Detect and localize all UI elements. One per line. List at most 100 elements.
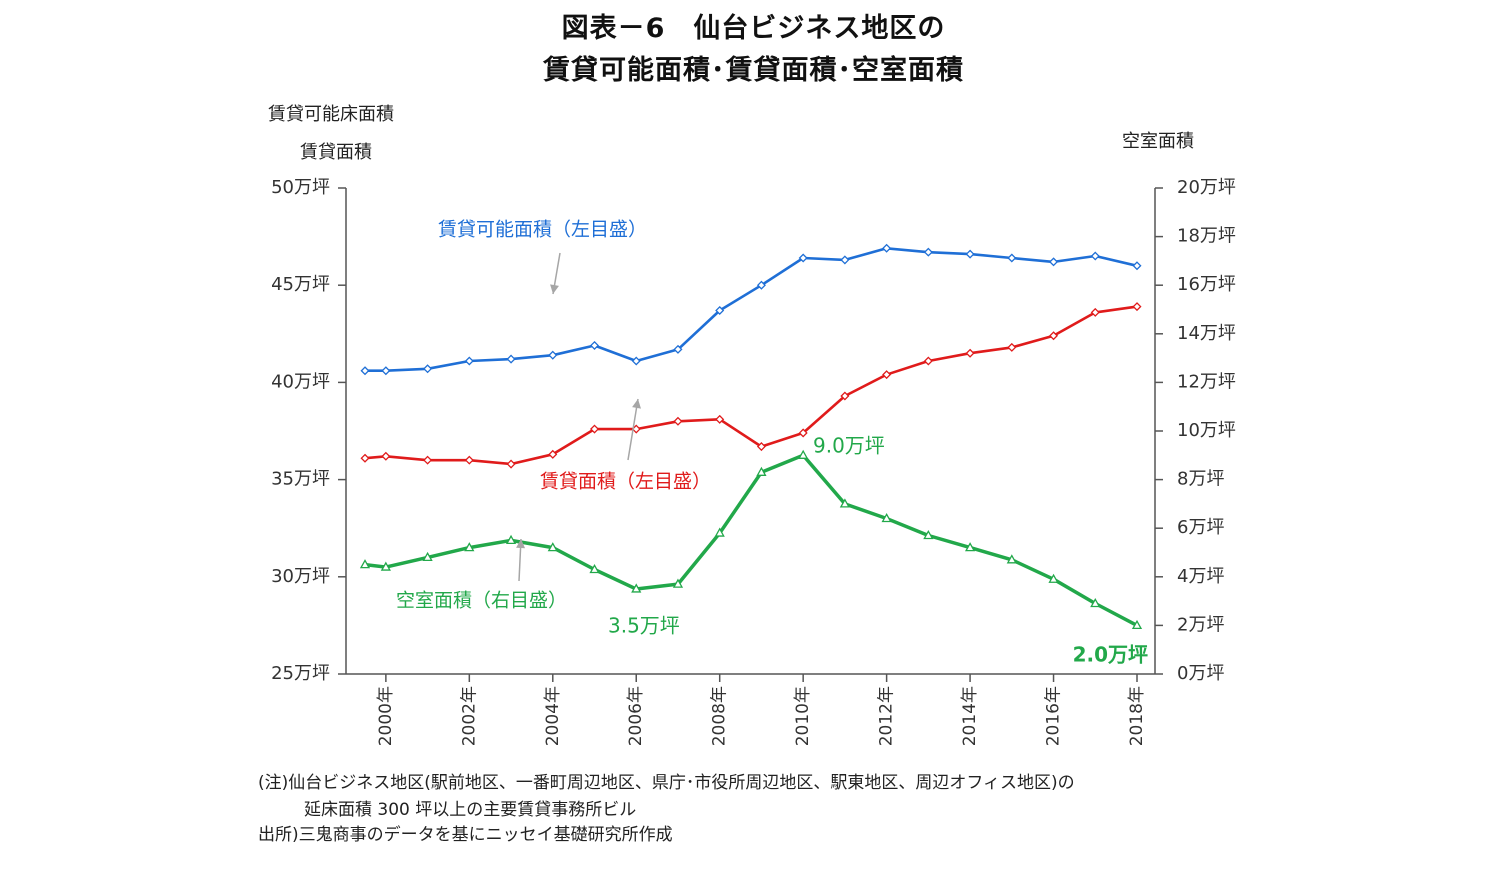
data-point: [631, 583, 642, 593]
arrow-to-vacant-area: [516, 538, 526, 582]
data-point: [1049, 331, 1059, 341]
data-point: [1132, 302, 1142, 312]
right-y-tick-label: 6万坪: [1177, 517, 1224, 538]
x-tick-label: 2008年: [710, 686, 730, 746]
x-tick-label: 2016年: [1044, 686, 1064, 746]
data-point: [839, 498, 850, 508]
data-point: [359, 559, 371, 569]
data-point: [505, 534, 517, 544]
x-tick-label: 2000年: [376, 686, 396, 746]
arrow-head: [632, 399, 641, 409]
data-point: [964, 542, 976, 552]
series-line: [365, 247, 1138, 373]
data-point: [882, 370, 892, 380]
data-point: [715, 414, 725, 424]
annotation-latest: 2.0万坪: [1073, 643, 1148, 667]
left-y-tick-label: 30万坪: [271, 566, 330, 587]
data-point: [923, 247, 933, 257]
data-point: [589, 563, 600, 574]
x-tick-label: 2004年: [543, 686, 563, 746]
data-point: [756, 280, 766, 290]
data-point: [1048, 573, 1059, 583]
data-point: [673, 344, 683, 354]
data-point: [422, 551, 433, 562]
footnote-scope: (注)仙台ビジネス地区(駅前地区、一番町周辺地区、県庁･市役所周辺地区、駅東地区…: [258, 773, 1075, 793]
data-point: [965, 249, 975, 259]
right-y-tick-label: 2万坪: [1177, 614, 1224, 635]
legend-label-vacant-area: 空室面積（右目盛）: [396, 590, 567, 612]
right-axis-title: 空室面積: [1122, 131, 1194, 152]
data-point: [1132, 261, 1142, 271]
x-tick-label: 2006年: [626, 686, 646, 746]
right-y-tick-label: 16万坪: [1177, 274, 1236, 295]
data-point: [464, 356, 474, 366]
left-y-tick-label: 25万坪: [271, 663, 330, 684]
data-point: [840, 391, 850, 401]
x-tick-label: 2002年: [459, 686, 479, 746]
data-point: [840, 255, 850, 265]
left-y-tick-label: 50万坪: [271, 177, 330, 198]
right-y-tick-label: 8万坪: [1177, 469, 1224, 490]
data-point: [798, 428, 808, 438]
data-point: [506, 459, 516, 469]
right-y-tick-label: 20万坪: [1177, 177, 1236, 198]
data-point: [1090, 251, 1100, 261]
data-point: [881, 512, 892, 523]
left-axis-title-line2: 賃貸面積: [300, 142, 372, 163]
data-point: [548, 350, 558, 360]
data-point: [423, 455, 433, 465]
data-point: [360, 453, 370, 463]
data-point: [464, 542, 475, 552]
data-point: [923, 529, 934, 540]
data-point: [756, 442, 766, 452]
x-tick-label: 2018年: [1127, 686, 1147, 746]
data-point: [548, 449, 558, 459]
data-point: [360, 366, 370, 376]
data-point: [380, 561, 391, 571]
data-point: [589, 424, 600, 434]
data-point: [923, 356, 933, 366]
data-point: [1049, 257, 1059, 267]
chart-title-line1: 図表－6 仙台ビジネス地区の: [561, 13, 946, 44]
data-point: [673, 416, 683, 426]
data-point: [882, 243, 892, 253]
data-point: [1006, 554, 1017, 564]
arrow-head: [516, 539, 526, 549]
data-point: [798, 253, 808, 263]
data-point: [1131, 619, 1143, 630]
arrow-head: [550, 284, 559, 294]
data-point: [1007, 253, 1017, 263]
left-y-tick-label: 40万坪: [271, 371, 330, 392]
left-axis-title-line1: 賃貸可能床面積: [268, 104, 394, 125]
data-point: [756, 466, 767, 476]
data-point: [965, 348, 975, 358]
arrow-to-available-area: [550, 252, 561, 295]
data-point: [381, 451, 391, 461]
arrow-to-leased-area: [627, 398, 641, 461]
data-point: [464, 455, 474, 465]
data-point: [1090, 597, 1101, 608]
annotation-trough: 3.5万坪: [608, 614, 680, 638]
legend-label-available-area: 賃貸可能面積（左目盛）: [438, 219, 647, 241]
data-point: [1090, 307, 1100, 317]
x-tick-label: 2014年: [960, 686, 980, 746]
right-y-tick-label: 4万坪: [1177, 566, 1224, 587]
chart-title-line2: 賃貸可能面積･賃貸面積･空室面積: [543, 55, 964, 86]
left-y-tick-label: 35万坪: [271, 469, 330, 490]
annotation-peak: 9.0万坪: [813, 434, 885, 458]
data-point: [423, 364, 433, 374]
right-y-tick-label: 10万坪: [1177, 420, 1236, 441]
x-tick-label: 2012年: [877, 686, 897, 746]
data-point: [631, 356, 641, 366]
data-point: [547, 542, 558, 552]
data-point: [798, 449, 809, 459]
right-y-tick-label: 18万坪: [1177, 226, 1236, 247]
data-point: [715, 305, 725, 315]
data-point: [589, 340, 600, 350]
data-point: [672, 578, 684, 588]
x-tick-label: 2010年: [793, 686, 813, 746]
data-point: [506, 354, 516, 364]
footnote-criteria: 延床面積 300 坪以上の主要賃貸事務所ビル: [304, 800, 637, 820]
arrow-shaft: [627, 398, 639, 461]
